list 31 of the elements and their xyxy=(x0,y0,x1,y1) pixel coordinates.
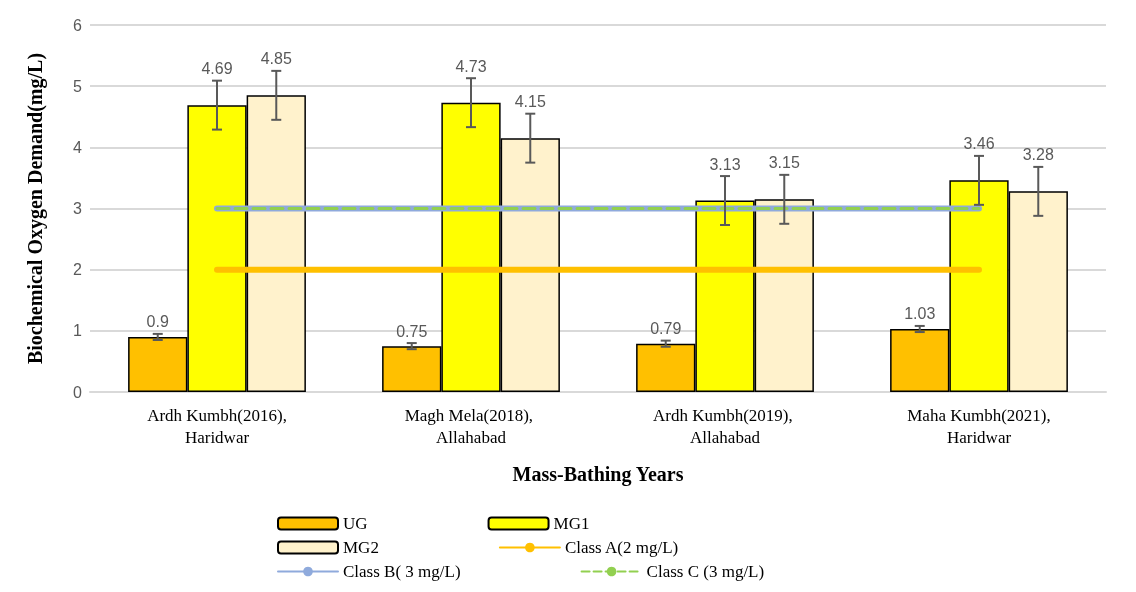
x-tick-label: Maha Kumbh(2021),Haridwar xyxy=(907,405,1051,447)
y-tick-label: 0 xyxy=(73,383,83,401)
data-label: 4.73 xyxy=(455,57,487,75)
legend-label: MG1 xyxy=(553,514,590,533)
data-label: 0.75 xyxy=(396,322,428,340)
data-label: 4.69 xyxy=(201,60,233,78)
y-tick-label: 5 xyxy=(73,77,83,95)
data-label: 3.46 xyxy=(963,135,995,153)
x-tick-label: Ardh Kumbh(2016),Haridwar xyxy=(147,405,287,447)
x-axis-title: Mass-Bathing Years xyxy=(512,463,684,486)
data-label: 3.15 xyxy=(768,154,800,172)
legend-label: MG2 xyxy=(343,538,379,557)
data-label: 1.03 xyxy=(904,305,936,323)
data-label: 0.79 xyxy=(650,320,682,338)
y-tick-label: 2 xyxy=(73,261,83,279)
legend-label: Class B( 3 mg/L) xyxy=(343,562,461,581)
y-tick-label: 1 xyxy=(73,322,83,340)
y-tick-label: 3 xyxy=(73,200,83,217)
legend-label: Class A(2 mg/L) xyxy=(564,538,679,557)
x-tick-label: Ardh Kumbh(2019), Allahabad xyxy=(652,405,798,447)
x-tick-label: Magh Mela(2018), Allahabad xyxy=(404,405,538,447)
data-label: 4.15 xyxy=(514,93,546,111)
y-tick-label: 4 xyxy=(73,138,83,156)
data-label: 3.13 xyxy=(709,155,741,173)
y-tick-label: 6 xyxy=(73,16,83,34)
legend-label: UG xyxy=(343,514,368,533)
legend-label: Class C (3 mg/L) xyxy=(646,562,765,581)
data-label: 0.9 xyxy=(146,313,169,331)
data-label: 3.28 xyxy=(1022,146,1054,164)
y-axis-title: Biochemical Oxygen Demand(mg/L) xyxy=(24,52,47,365)
data-label: 4.85 xyxy=(260,50,292,68)
